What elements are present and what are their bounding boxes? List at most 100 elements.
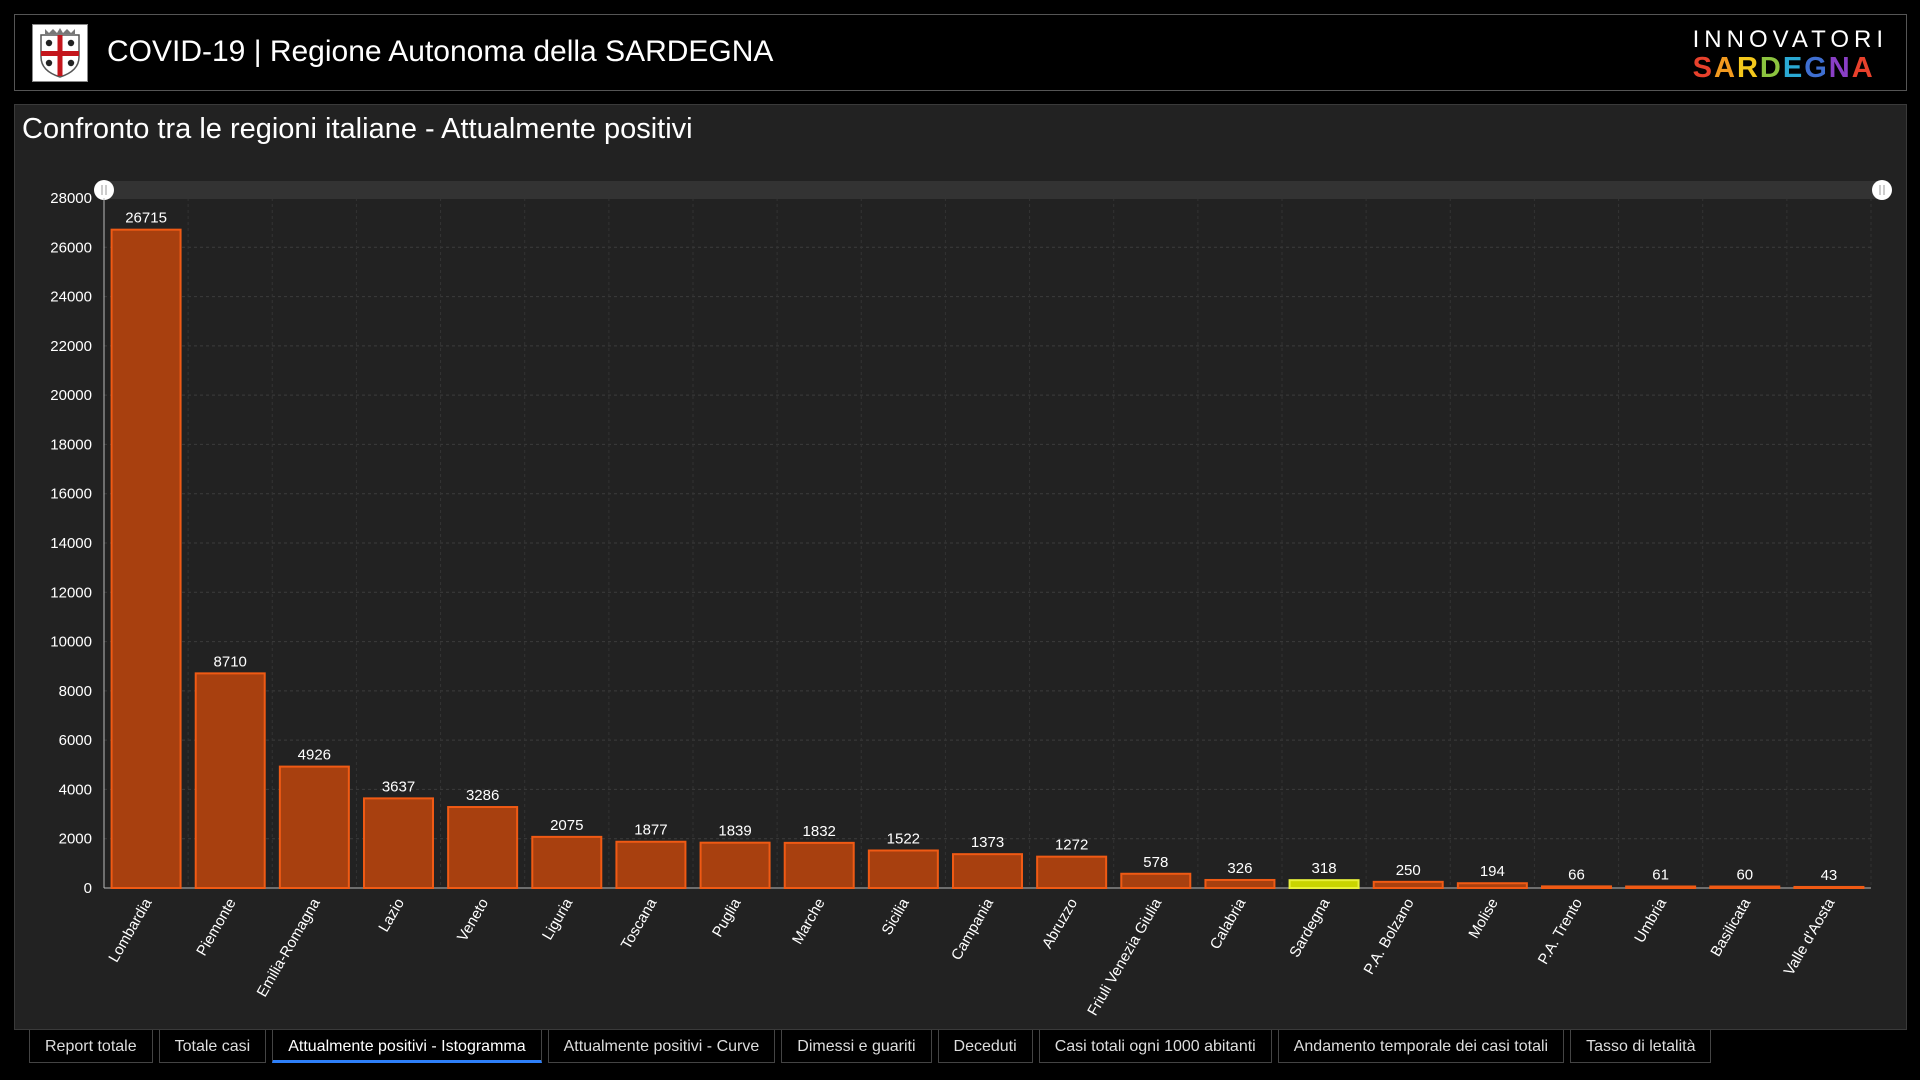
bar-value-label: 1373	[971, 834, 1004, 851]
range-slider-track[interactable]	[104, 181, 1882, 199]
x-category-label: Sicilia	[879, 895, 914, 938]
x-category-label: Emilia-Romagna	[254, 895, 324, 1000]
x-category-label: Marche	[789, 896, 829, 948]
bar-value-label: 60	[1736, 867, 1753, 884]
bar-value-label: 318	[1312, 860, 1337, 877]
bar-p-a-bolzano[interactable]	[1372, 880, 1444, 890]
brand-letter: A	[1851, 52, 1875, 84]
y-tick-label: 16000	[50, 486, 92, 503]
tab-attualmente-positivi-curve[interactable]: Attualmente positivi - Curve	[547, 1030, 776, 1063]
y-tick-label: 4000	[59, 781, 92, 798]
bar-umbria[interactable]	[1625, 885, 1697, 889]
x-category-label: Friuli Venezia Giulia	[1084, 895, 1165, 1019]
bar-lazio[interactable]	[363, 797, 434, 889]
brand-letter: S	[1692, 52, 1714, 84]
y-tick-label: 26000	[50, 239, 92, 256]
x-category-label: Campania	[948, 895, 997, 963]
y-tick-label: 14000	[50, 535, 92, 552]
brand-letter: A	[1713, 52, 1737, 84]
bar-campania[interactable]	[952, 853, 1023, 889]
bar-liguria[interactable]	[531, 835, 603, 890]
bar-basilicata[interactable]	[1709, 885, 1781, 889]
bar-chart: 0 2000 4000 6000 8000 10000 12000 14000 16000 180…	[50, 180, 1892, 1019]
bar-value-label: 578	[1143, 854, 1168, 871]
y-tick-label: 22000	[50, 338, 92, 355]
tab-casi-totali-ogni-1000-abitanti[interactable]: Casi totali ogni 1000 abitanti	[1038, 1030, 1272, 1063]
chart-panel: 0 2000 4000 6000 8000 10000 12000 14000 16000 180…	[14, 104, 1907, 1030]
bar-value-label: 66	[1568, 866, 1585, 883]
x-category-label: Toscana	[618, 895, 661, 952]
x-category-label: Veneto	[454, 896, 492, 945]
bar-value-label: 4926	[298, 747, 331, 764]
bar-value-label: 250	[1396, 862, 1421, 879]
y-tick-label: 20000	[50, 387, 92, 404]
brand-letter: R	[1736, 52, 1760, 84]
bar-value-label: 26715	[125, 210, 167, 227]
y-tick-label: 2000	[59, 831, 92, 848]
bar-puglia[interactable]	[699, 841, 771, 889]
chart-title: Confronto tra le regioni italiane - Attu…	[22, 113, 693, 145]
brand-bottom-text: SARDEGNA	[1693, 53, 1888, 83]
x-category-label: Calabria	[1207, 895, 1250, 952]
bar-value-label: 43	[1821, 867, 1838, 884]
brand-letter: N	[1828, 52, 1852, 84]
brand-top-text: INNOVATORI	[1692, 26, 1888, 53]
y-tick-label: 12000	[50, 584, 92, 601]
x-category-label: P.A. Trento	[1535, 896, 1586, 968]
y-tick-label: 24000	[50, 289, 92, 306]
tab-deceduti[interactable]: Deceduti	[937, 1030, 1033, 1063]
bar-abruzzo[interactable]	[1036, 855, 1108, 890]
tab-totale-casi[interactable]: Totale casi	[158, 1030, 267, 1063]
bar-piemonte[interactable]	[194, 672, 266, 889]
bar-sardegna[interactable]	[1288, 879, 1360, 890]
bar-calabria[interactable]	[1204, 878, 1276, 890]
y-tick-label: 10000	[50, 634, 92, 651]
bar-molise[interactable]	[1456, 882, 1528, 890]
innovatori-sardegna-logo: INNOVATORI SARDEGNA	[1692, 26, 1888, 84]
tab-tasso-di-letalit[interactable]: Tasso di letalità	[1570, 1030, 1712, 1063]
x-category-label: Valle d'Aosta	[1781, 895, 1839, 979]
bar-value-label: 1832	[803, 823, 836, 840]
x-category-label: P.A. Bolzano	[1361, 896, 1418, 978]
app-title: COVID-19 | Regione Autonoma della SARDEG…	[107, 35, 774, 68]
y-tick-label: 28000	[50, 190, 92, 207]
bar-toscana[interactable]	[615, 840, 687, 890]
x-category-label: Sardegna	[1286, 895, 1334, 960]
tab-bar: Report totale Totale casi Attualmente posi…	[29, 1030, 1717, 1064]
tab-report-totale[interactable]: Report totale	[29, 1030, 153, 1063]
range-slider-left-handle[interactable]	[94, 180, 114, 200]
bar-lombardia[interactable]	[110, 228, 182, 889]
brand-letter: E	[1782, 52, 1805, 84]
x-category-label: Liguria	[539, 895, 577, 943]
brand-letter: D	[1759, 52, 1783, 84]
bar-veneto[interactable]	[447, 806, 519, 889]
bar-value-label: 3637	[382, 778, 415, 795]
bar-friuli-venezia-giulia[interactable]	[1120, 872, 1192, 889]
y-tick-label: 6000	[59, 732, 92, 749]
bar-value-label: 8710	[214, 653, 247, 670]
bar-p-a-trento[interactable]	[1541, 885, 1612, 890]
bar-value-label: 194	[1480, 863, 1505, 880]
app-header: COVID-19 | Regione Autonoma della SARDEG…	[14, 14, 1907, 91]
x-category-label: Molise	[1465, 896, 1501, 942]
bar-value-label: 1877	[634, 822, 667, 839]
tab-andamento-temporale-dei-casi-totali[interactable]: Andamento temporale dei casi totali	[1277, 1030, 1565, 1063]
tab-dimessi-e-guariti[interactable]: Dimessi e guariti	[781, 1030, 932, 1063]
bar-value-label: 1839	[718, 823, 751, 840]
bar-value-label: 1272	[1055, 837, 1088, 854]
bar-valle-d-aosta[interactable]	[1793, 885, 1865, 890]
tab-attualmente-positivi-istogramma[interactable]: Attualmente positivi - Istogramma	[272, 1030, 542, 1063]
x-category-label: Puglia	[709, 895, 745, 940]
range-slider-right-handle[interactable]	[1872, 180, 1892, 200]
bar-emilia-romagna[interactable]	[278, 765, 350, 890]
y-tick-label: 0	[84, 880, 92, 897]
bar-value-label: 1522	[887, 830, 920, 847]
bar-value-label: 61	[1652, 866, 1669, 883]
y-tick-label: 18000	[50, 436, 92, 453]
bar-marche[interactable]	[783, 841, 855, 890]
bar-sicilia[interactable]	[867, 849, 939, 890]
bar-value-label: 326	[1227, 860, 1252, 877]
bar-value-label: 2075	[550, 817, 583, 834]
y-tick-label: 8000	[59, 683, 92, 700]
coat-of-arms-logo	[32, 24, 88, 82]
